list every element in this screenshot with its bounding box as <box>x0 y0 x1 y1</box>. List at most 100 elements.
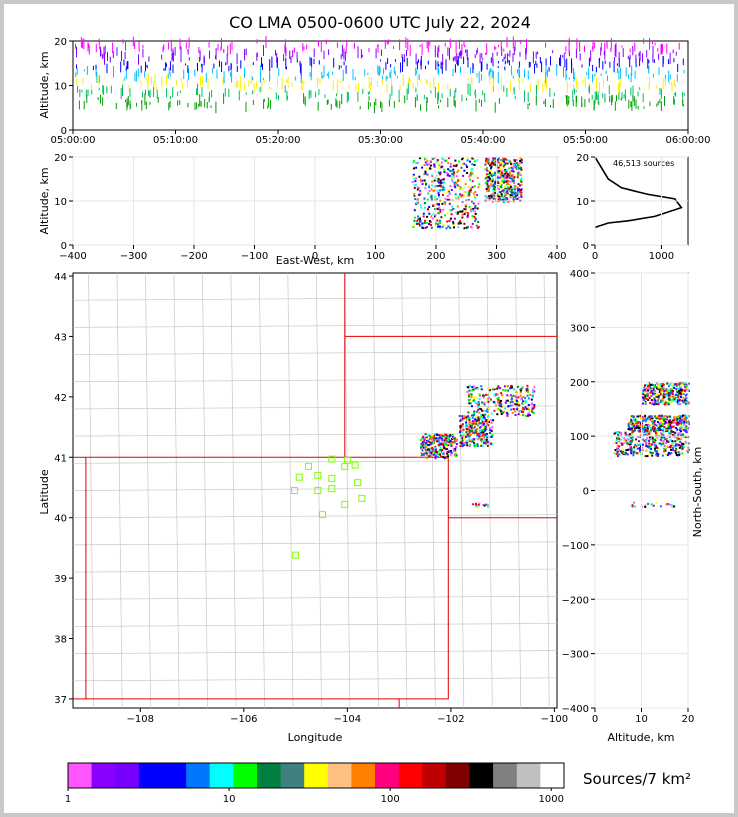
east-west-cell <box>489 169 492 172</box>
time-height-source-mark <box>552 99 554 109</box>
time-height-source-mark <box>228 65 230 72</box>
time-height-source-mark <box>213 63 215 69</box>
east-west-cell <box>462 174 465 177</box>
time-height-source-mark <box>245 101 247 112</box>
north-south-cell <box>668 431 670 434</box>
north-south-cell <box>618 454 621 457</box>
east-west-cell <box>468 205 471 208</box>
plan-view-cell <box>428 446 431 449</box>
plan-view-cell <box>465 435 467 438</box>
north-south-cell <box>645 427 648 430</box>
east-west-cell <box>423 221 426 224</box>
time-height-source-mark <box>658 53 660 60</box>
east-west-cell <box>433 179 436 182</box>
plan-view-cell <box>485 409 488 412</box>
north-south-cell <box>643 440 646 443</box>
colorbar-swatch <box>327 763 352 788</box>
east-west-cell <box>502 179 505 182</box>
time-height-source-mark <box>618 83 620 92</box>
north-south-cell <box>628 421 631 424</box>
east-west-cell <box>473 164 476 166</box>
east-west-cell <box>472 192 475 195</box>
histogram-annotation: 46,513 sources <box>613 159 674 168</box>
east-west-cell <box>517 190 520 193</box>
east-west-cell <box>477 186 480 189</box>
time-height-source-mark <box>581 96 583 107</box>
north-south-cell <box>657 416 660 419</box>
east-west-cell <box>431 184 434 187</box>
north-south-cell <box>665 437 668 440</box>
north-south-cell <box>658 391 661 394</box>
time-height-source-mark <box>156 86 157 90</box>
north-south-cell <box>658 425 661 428</box>
north-south-cell <box>686 397 689 399</box>
time-height-source-mark <box>179 90 181 94</box>
north-south-cell <box>642 430 645 433</box>
east-west-cell <box>433 195 436 198</box>
plan-view-cell <box>496 397 499 400</box>
east-west-ytick-label: 0 <box>61 241 67 252</box>
time-height-source-mark <box>124 51 126 59</box>
north-south-cell <box>658 389 661 392</box>
north-south-cell <box>685 428 688 431</box>
time-height-source-mark <box>467 57 469 68</box>
colorbar-swatch <box>351 763 376 788</box>
plan-view-cell <box>425 438 428 440</box>
east-west-cell <box>431 175 434 178</box>
time-height-source-mark <box>368 91 370 94</box>
north-south-cell <box>656 400 659 403</box>
east-west-cell <box>415 220 418 223</box>
north-south-cell <box>678 433 681 436</box>
east-west-cell <box>486 169 489 172</box>
time-height-source-mark <box>215 101 217 114</box>
time-height-source-mark <box>154 74 156 85</box>
time-height-source-mark <box>120 88 122 100</box>
time-height-source-mark <box>87 42 89 52</box>
time-height-source-mark <box>196 88 197 95</box>
time-height-source-mark <box>518 77 520 82</box>
north-south-cell <box>635 438 638 441</box>
plan-view-cell <box>490 412 493 415</box>
time-height-source-mark <box>419 44 421 47</box>
plan-view-cell <box>450 450 452 452</box>
north-south-cell <box>680 383 683 386</box>
east-west-cell <box>422 212 425 215</box>
time-height-source-mark <box>588 57 590 67</box>
north-south-cell <box>675 443 678 446</box>
time-height-source-mark <box>667 59 669 65</box>
north-south-cell <box>630 415 633 418</box>
plan-view-cell <box>442 455 445 458</box>
north-south-cell <box>682 393 685 396</box>
time-height-source-mark <box>259 86 261 93</box>
east-west-cell <box>430 167 433 170</box>
plan-view-cell <box>440 434 443 437</box>
plan-view-cell <box>473 426 476 429</box>
plan-view-cell <box>524 406 527 409</box>
north-south-cell <box>651 454 654 457</box>
plan-view-cell <box>446 451 449 454</box>
plan-view-cell <box>479 432 482 435</box>
plan-view-cell <box>452 436 455 439</box>
north-south-cell <box>625 449 628 452</box>
east-west-cell <box>446 174 449 177</box>
north-south-cell <box>644 416 647 419</box>
time-height-source-mark <box>421 43 423 56</box>
time-height-source-mark <box>520 40 522 44</box>
east-west-cell <box>471 180 474 183</box>
east-west-cell <box>464 204 467 207</box>
time-height-source-mark <box>170 39 172 52</box>
time-height-source-mark <box>236 80 238 89</box>
east-west-cell <box>493 194 496 197</box>
time-height-source-mark <box>348 84 350 89</box>
time-height-source-mark <box>267 97 269 108</box>
east-west-cell <box>463 191 466 194</box>
plan-view-cell <box>472 439 475 442</box>
time-height-source-mark <box>592 64 594 72</box>
time-height-source-mark <box>199 94 201 106</box>
east-west-cell <box>466 159 469 162</box>
time-height-source-mark <box>145 61 146 72</box>
time-height-source-mark <box>127 61 129 70</box>
plan-view-cell <box>475 502 477 505</box>
east-west-cell <box>501 177 504 180</box>
